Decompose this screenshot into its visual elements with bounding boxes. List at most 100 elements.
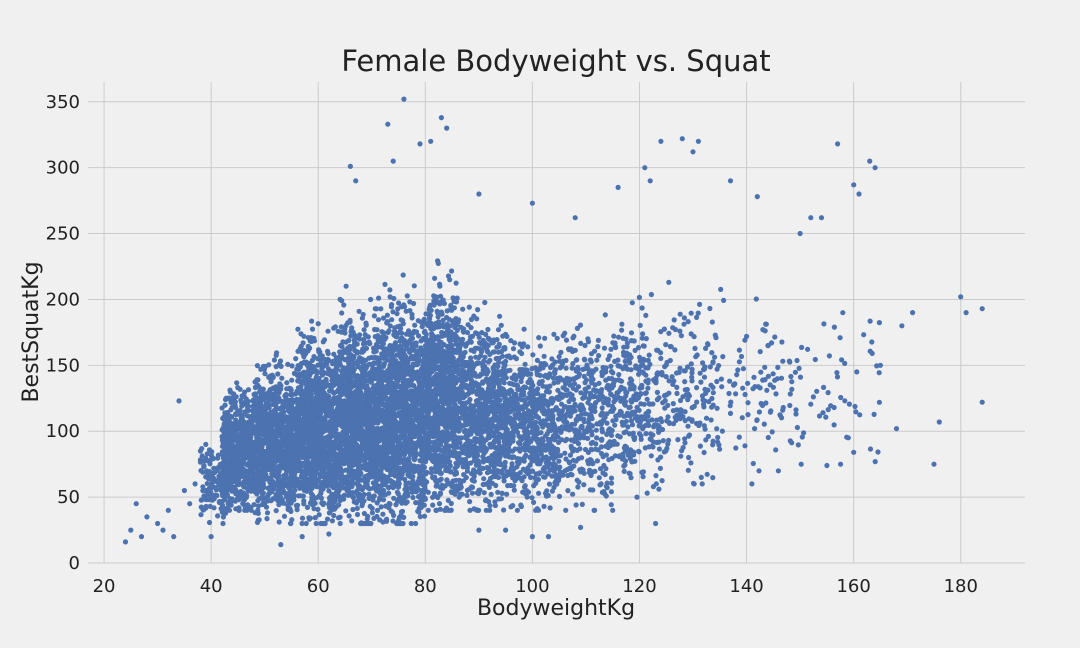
data-point [363, 357, 369, 363]
data-point [298, 421, 304, 427]
data-point [380, 391, 387, 397]
data-point [369, 354, 375, 361]
data-point [359, 427, 365, 433]
data-point [247, 427, 253, 433]
data-point [412, 322, 418, 328]
data-point [339, 481, 345, 487]
data-point [309, 318, 315, 324]
data-point [260, 386, 266, 392]
data-point [343, 283, 349, 289]
data-point [406, 470, 412, 477]
data-point [313, 417, 319, 423]
data-point [295, 502, 301, 508]
data-point [380, 511, 386, 517]
data-point [386, 377, 392, 383]
data-point [340, 349, 346, 355]
data-point [375, 431, 381, 437]
data-point [403, 343, 410, 349]
data-point [233, 428, 239, 434]
data-point [382, 281, 388, 287]
data-point [400, 272, 406, 278]
data-point [392, 399, 398, 405]
data-point [401, 392, 407, 398]
data-point [391, 495, 397, 501]
data-point [275, 394, 281, 400]
data-point [354, 511, 361, 518]
data-point [288, 409, 294, 415]
data-point [337, 362, 343, 368]
data-point [233, 491, 239, 497]
data-point [266, 475, 272, 481]
data-point [316, 512, 322, 518]
data-point [329, 518, 335, 524]
data-point [263, 471, 269, 477]
data-point [376, 295, 382, 301]
data-point [390, 509, 396, 516]
data-point [226, 419, 232, 425]
data-point [304, 504, 311, 510]
data-point [380, 355, 387, 361]
data-point [355, 383, 361, 389]
data-point [371, 313, 377, 319]
data-point [254, 464, 261, 471]
data-point [265, 498, 271, 504]
data-point [329, 507, 335, 513]
data-point [339, 455, 345, 461]
data-point [273, 508, 279, 514]
data-point [411, 383, 417, 389]
data-point [307, 515, 313, 521]
data-point [389, 317, 395, 323]
data-point [367, 432, 373, 438]
data-point [268, 379, 274, 385]
data-point [289, 405, 296, 411]
data-point [375, 317, 382, 323]
data-point [401, 302, 407, 308]
data-point [275, 490, 281, 496]
data-point [300, 460, 306, 466]
data-point [391, 434, 397, 440]
data-point [330, 382, 336, 388]
data-point [395, 383, 401, 390]
data-point [360, 381, 366, 387]
data-point [281, 433, 287, 439]
data-point [313, 520, 319, 527]
data-point [365, 334, 371, 340]
data-point [351, 341, 358, 347]
data-point [307, 438, 313, 444]
data-point [385, 426, 391, 432]
data-point [366, 454, 373, 460]
data-point [293, 356, 299, 362]
data-point [399, 508, 406, 514]
data-point [224, 505, 230, 511]
data-point [260, 481, 266, 487]
data-point [362, 372, 368, 379]
data-point [289, 400, 295, 406]
data-point [373, 456, 379, 462]
data-point [417, 514, 423, 520]
data-point [417, 471, 423, 477]
data-point [383, 438, 389, 444]
data-point [270, 472, 276, 478]
data-point [391, 332, 397, 338]
data-point [402, 476, 408, 482]
data-point [395, 479, 401, 485]
data-point [340, 406, 346, 412]
data-point [231, 391, 237, 397]
data-point [380, 333, 386, 339]
data-point [279, 497, 285, 503]
data-point [342, 418, 348, 424]
data-point [373, 366, 379, 372]
data-point [252, 453, 258, 459]
data-point [318, 396, 325, 402]
data-point [286, 490, 292, 496]
data-point [276, 448, 282, 454]
data-point [396, 413, 402, 419]
data-point [411, 300, 417, 307]
data-point [411, 468, 417, 474]
data-point [339, 392, 345, 398]
data-point [251, 402, 257, 408]
data-point [251, 473, 257, 479]
data-point [369, 505, 375, 511]
data-point [344, 432, 350, 438]
data-point [253, 409, 259, 415]
